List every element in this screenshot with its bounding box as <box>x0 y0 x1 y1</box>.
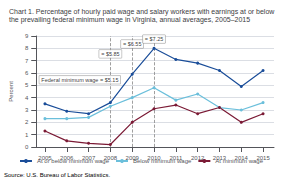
svg-text:At minimum wage: At minimum wage <box>215 158 263 164</box>
svg-text:1: 1 <box>25 132 29 138</box>
svg-text:Federal minimum wage = $5.15: Federal minimum wage = $5.15 <box>41 77 118 83</box>
svg-text:8: 8 <box>25 45 29 51</box>
svg-text:5: 5 <box>25 82 29 88</box>
svg-text:Percent: Percent <box>8 81 14 102</box>
svg-text:6: 6 <box>25 70 29 76</box>
svg-text:2015: 2015 <box>256 155 270 161</box>
svg-text:2: 2 <box>25 119 29 125</box>
svg-text:9: 9 <box>25 33 29 39</box>
svg-text:2008: 2008 <box>103 155 118 161</box>
svg-text:= $7.25: = $7.25 <box>145 36 164 42</box>
svg-text:2012: 2012 <box>191 155 205 161</box>
svg-text:3: 3 <box>25 107 29 113</box>
svg-text:Chart 1. Percentage of hourly: Chart 1. Percentage of hourly paid wage … <box>9 8 276 16</box>
svg-text:= $5.85: = $5.85 <box>101 51 120 57</box>
svg-text:Below minimum wage: Below minimum wage <box>133 158 192 164</box>
svg-text:Source: U.S. Bureau of Labor S: Source: U.S. Bureau of Labor Statistics. <box>4 172 110 178</box>
svg-text:7: 7 <box>25 58 29 64</box>
svg-text:4: 4 <box>25 95 29 101</box>
svg-text:At or below minimum wage: At or below minimum wage <box>37 158 110 164</box>
svg-text:0: 0 <box>25 144 29 150</box>
svg-text:the prevailing federal minimum: the prevailing federal minimum wage in V… <box>9 16 250 24</box>
svg-text:= $6.55: = $6.55 <box>123 41 142 47</box>
